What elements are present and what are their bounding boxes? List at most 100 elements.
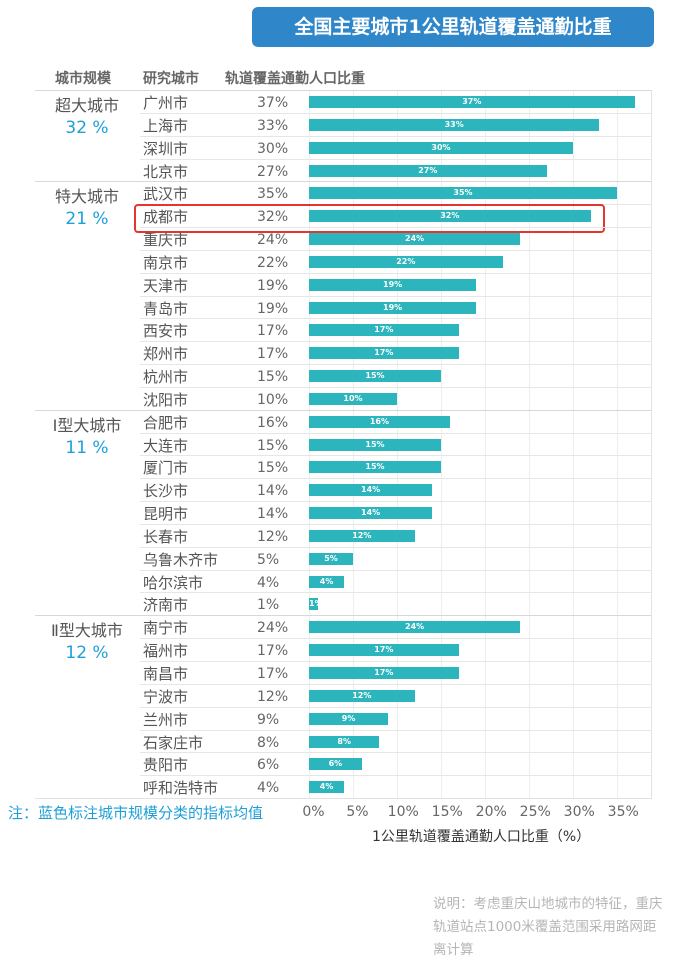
table-row: 南昌市 17% 17% bbox=[140, 661, 651, 685]
value-label: 9% bbox=[257, 711, 280, 728]
group-name: 特大城市 bbox=[54, 187, 119, 207]
city-name: 合肥市 bbox=[143, 413, 189, 432]
bar: 16% bbox=[309, 415, 450, 428]
group-mean: 32 % bbox=[65, 118, 109, 138]
bar: 15% bbox=[309, 438, 441, 451]
value-label: 12% bbox=[257, 688, 289, 705]
highlight-box bbox=[134, 204, 605, 234]
x-tick-label: 0% bbox=[302, 804, 325, 820]
gridline bbox=[617, 90, 618, 798]
city-name: 青岛市 bbox=[143, 299, 189, 318]
table-row: 长沙市 14% 14% bbox=[140, 478, 651, 502]
city-name: 南宁市 bbox=[143, 619, 189, 638]
bar: 5% bbox=[309, 552, 353, 565]
value-label: 4% bbox=[257, 574, 280, 591]
bar: 24% bbox=[309, 233, 521, 246]
bar: 27% bbox=[309, 164, 547, 177]
city-name: 天津市 bbox=[143, 276, 189, 295]
bar: 12% bbox=[309, 529, 415, 542]
city-name: 成都市 bbox=[143, 208, 189, 227]
value-label: 24% bbox=[257, 232, 289, 249]
chart-title: 全国主要城市1公里轨道覆盖通勤比重 bbox=[252, 7, 654, 47]
table-row: 广州市 37% 37% bbox=[35, 90, 651, 114]
bar: 17% bbox=[309, 347, 459, 360]
value-label: 8% bbox=[257, 734, 280, 751]
value-label: 33% bbox=[257, 117, 289, 134]
value-label: 15% bbox=[257, 460, 289, 477]
bar: 14% bbox=[309, 484, 433, 497]
value-label: 17% bbox=[257, 346, 289, 363]
table-row: 杭州市 15% 15% bbox=[140, 364, 651, 388]
table-row: 武汉市 35% 35% bbox=[35, 181, 651, 205]
bar: 33% bbox=[309, 118, 600, 131]
bar: 17% bbox=[309, 644, 459, 657]
x-tick-label: 5% bbox=[346, 804, 369, 820]
group-name: Ⅱ型大城市 bbox=[51, 621, 123, 641]
value-label: 22% bbox=[257, 254, 289, 271]
table-row: 石家庄市 8% 8% bbox=[140, 729, 651, 754]
city-name: 呼和浩特市 bbox=[143, 779, 219, 798]
table-row: 天津市 19% 19% bbox=[140, 272, 651, 297]
bar: 15% bbox=[309, 370, 441, 383]
gridline bbox=[529, 90, 530, 798]
x-tick-label: 35% bbox=[607, 804, 639, 820]
group-label: Ⅰ型大城市 11 % bbox=[38, 412, 136, 458]
value-label: 17% bbox=[257, 643, 289, 660]
value-label: 16% bbox=[257, 414, 289, 431]
header-ratio: 轨道覆盖通勤人口比重 bbox=[225, 71, 365, 87]
city-name: 长春市 bbox=[143, 527, 189, 546]
value-label: 19% bbox=[257, 277, 289, 294]
city-name: 济南市 bbox=[143, 596, 189, 615]
value-label: 10% bbox=[257, 391, 289, 408]
table-row: 呼和浩特市 4% 4% bbox=[140, 775, 651, 799]
group-label: 超大城市 32 % bbox=[38, 92, 136, 138]
bar: 19% bbox=[309, 278, 477, 291]
group-mean: 21 % bbox=[65, 209, 109, 230]
footnote: 注：蓝色标注城市规模分类的指标均值 bbox=[8, 804, 264, 822]
value-label: 17% bbox=[257, 666, 289, 682]
chart-area bbox=[35, 90, 652, 799]
table-row: 兰州市 9% 9% bbox=[140, 706, 651, 731]
table-row: 哈尔滨市 4% 4% bbox=[140, 569, 651, 594]
city-name: 石家庄市 bbox=[143, 733, 204, 752]
x-tick-label: 15% bbox=[431, 804, 463, 820]
city-name: 长沙市 bbox=[143, 482, 189, 501]
group-mean: 12 % bbox=[65, 643, 109, 664]
bar: 17% bbox=[309, 324, 459, 337]
bar: 24% bbox=[309, 621, 521, 634]
bar: 10% bbox=[309, 392, 397, 405]
bar: 22% bbox=[309, 255, 503, 268]
city-name: 贵阳市 bbox=[143, 756, 189, 775]
bar: 9% bbox=[309, 712, 389, 725]
table-row: 南京市 22% 22% bbox=[140, 249, 651, 274]
city-name: 重庆市 bbox=[143, 231, 189, 250]
value-label: 1% bbox=[257, 597, 280, 614]
value-label: 24% bbox=[257, 620, 289, 637]
city-name: 深圳市 bbox=[143, 139, 189, 158]
table-row: 厦门市 15% 15% bbox=[140, 455, 651, 479]
value-label: 14% bbox=[257, 506, 289, 523]
value-label: 35% bbox=[257, 186, 289, 203]
gridline bbox=[485, 90, 486, 798]
bar: 1% bbox=[309, 598, 318, 611]
x-axis-label: 1公里轨道覆盖通勤人口比重（%） bbox=[372, 829, 591, 845]
city-name: 西安市 bbox=[143, 322, 189, 341]
group-name: 超大城市 bbox=[54, 96, 119, 115]
bar: 35% bbox=[309, 187, 617, 200]
table-row: 贵阳市 6% 6% bbox=[140, 752, 651, 776]
value-label: 15% bbox=[257, 369, 289, 386]
table-row: 乌鲁木齐市 5% 5% bbox=[140, 546, 651, 571]
city-name: 乌鲁木齐市 bbox=[143, 550, 219, 569]
value-label: 37% bbox=[257, 95, 289, 111]
value-label: 32% bbox=[257, 209, 289, 226]
city-name: 南京市 bbox=[143, 253, 189, 272]
table-row: 西安市 17% 17% bbox=[140, 318, 651, 342]
table-row: 深圳市 30% 30% bbox=[140, 135, 651, 160]
city-name: 上海市 bbox=[143, 116, 189, 135]
city-name: 南昌市 bbox=[143, 665, 189, 683]
table-row: 青岛市 19% 19% bbox=[140, 295, 651, 320]
table-row: 北京市 27% 27% bbox=[140, 158, 651, 183]
bar: 12% bbox=[309, 689, 415, 702]
group-label: 特大城市 21 % bbox=[38, 183, 136, 229]
